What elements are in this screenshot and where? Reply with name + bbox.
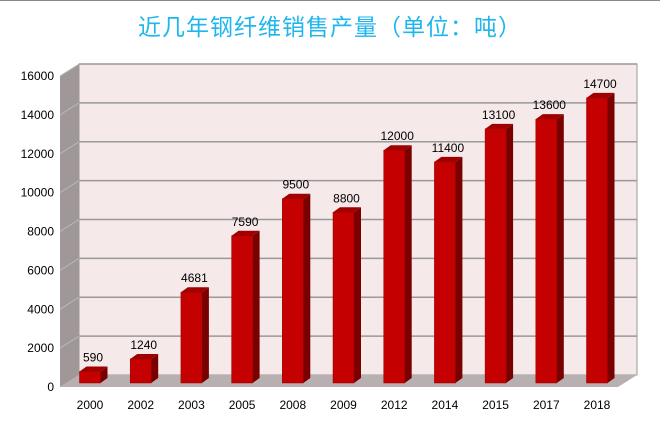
bar — [535, 118, 558, 384]
gridline-side — [59, 63, 80, 77]
bar-top — [383, 145, 412, 151]
bar — [231, 235, 253, 384]
bar-top — [231, 230, 260, 236]
data-label: 14700 — [583, 77, 617, 91]
y-tick-label: 16000 — [21, 69, 55, 83]
gridline-side — [59, 102, 80, 116]
y-tick-label: 10000 — [21, 186, 55, 200]
x-tick-label: 2017 — [533, 398, 560, 412]
bar — [129, 358, 152, 384]
data-label: 7590 — [232, 215, 259, 229]
bar — [79, 371, 101, 384]
gridline-side — [59, 257, 80, 271]
bar-top — [333, 207, 361, 213]
bar-top — [130, 353, 159, 359]
gridline-side — [59, 335, 80, 349]
chart-title: 近几年钢纤维销售产量（单位：吨） — [138, 15, 522, 41]
y-tick-label: 12000 — [21, 147, 55, 161]
x-tick-label: 2014 — [432, 398, 459, 412]
bar-side — [303, 193, 311, 383]
bar-side — [354, 207, 361, 383]
x-tick-label: 2002 — [127, 398, 154, 412]
x-tick-label: 2008 — [279, 398, 306, 412]
data-label: 13600 — [533, 98, 567, 112]
gridline-side — [59, 180, 80, 194]
x-tick-label: 2005 — [229, 398, 256, 412]
bar — [383, 149, 405, 384]
gridline-side — [59, 141, 80, 155]
bar — [484, 128, 507, 384]
data-label: 11400 — [432, 141, 465, 155]
data-label: 590 — [83, 351, 103, 365]
bar-top — [434, 156, 463, 162]
bar-top — [282, 193, 311, 199]
y-tick-label: 0 — [47, 380, 54, 394]
x-tick-label: 2012 — [381, 398, 408, 412]
y-tick-label: 6000 — [27, 263, 54, 277]
bar-top — [79, 366, 108, 372]
x-tick-label: 2018 — [584, 398, 611, 412]
gridline-side — [59, 296, 80, 310]
bar-top — [586, 92, 615, 98]
x-tick-label: 2009 — [330, 398, 357, 412]
x-tick-label: 2015 — [482, 398, 509, 412]
bar-top — [485, 123, 514, 129]
data-label: 8800 — [333, 191, 360, 205]
y-tick-label: 14000 — [21, 108, 55, 122]
bar — [180, 291, 203, 384]
bar — [434, 161, 456, 384]
data-label: 12000 — [381, 129, 415, 143]
bar-side — [556, 114, 564, 383]
x-tick-label: 2000 — [77, 398, 104, 412]
data-label: 13100 — [482, 108, 516, 122]
bar-side — [506, 123, 514, 383]
bar-side — [455, 156, 463, 383]
data-label: 1240 — [130, 338, 157, 352]
y-tick-label: 2000 — [27, 341, 54, 355]
y-tick-label: 4000 — [27, 302, 54, 316]
bar-side — [252, 230, 260, 383]
bar — [282, 198, 304, 384]
gridline-side — [59, 219, 80, 232]
bar-side — [201, 287, 209, 383]
bar — [332, 212, 355, 384]
top-border — [0, 0, 660, 1]
bar-top — [180, 287, 209, 293]
bar-side — [100, 366, 108, 383]
bar-side — [607, 92, 615, 383]
data-label: 9500 — [282, 178, 309, 192]
bar-side — [404, 145, 412, 383]
data-label: 4681 — [181, 271, 208, 285]
y-tick-label: 8000 — [27, 225, 54, 239]
x-tick-label: 2003 — [178, 398, 205, 412]
bar-side — [151, 353, 159, 383]
bar — [586, 97, 608, 384]
bar-top — [535, 114, 564, 120]
